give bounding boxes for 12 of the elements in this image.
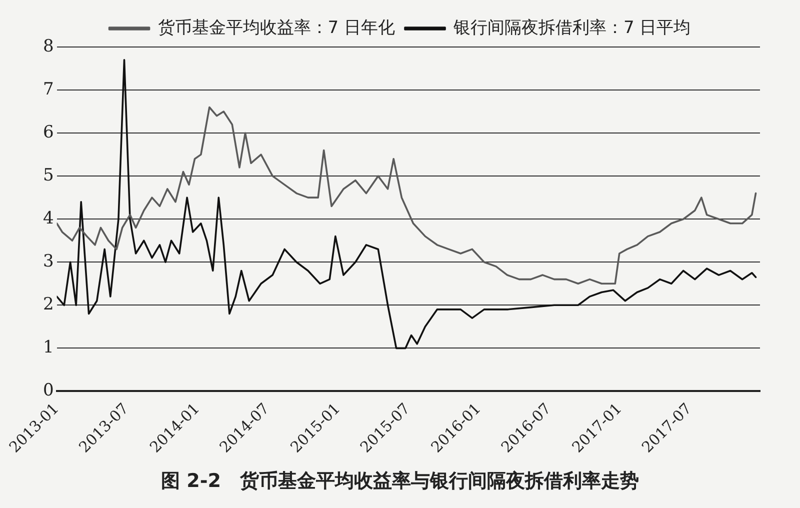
y-tick-label: 3 xyxy=(42,252,54,272)
text: 图 2-2 货币基金平均收益率与银行间隔夜拆借利率走势 xyxy=(160,469,640,494)
y-tick-label: 1 xyxy=(42,338,54,358)
legend-label: 货币基金平均收益率：7 日年化 xyxy=(158,18,396,38)
y-tick-label: 7 xyxy=(42,79,54,100)
y-tick-label: 4 xyxy=(42,208,54,229)
legend-label: 银行间隔夜拆借利率：7 日平均 xyxy=(452,18,691,38)
y-tick-label: 8 xyxy=(42,36,54,56)
y-tick-label: 6 xyxy=(42,122,54,142)
y-tick-label: 2 xyxy=(42,294,54,315)
y-tick-label: 5 xyxy=(42,165,54,186)
y-tick-label: 0 xyxy=(42,380,54,401)
